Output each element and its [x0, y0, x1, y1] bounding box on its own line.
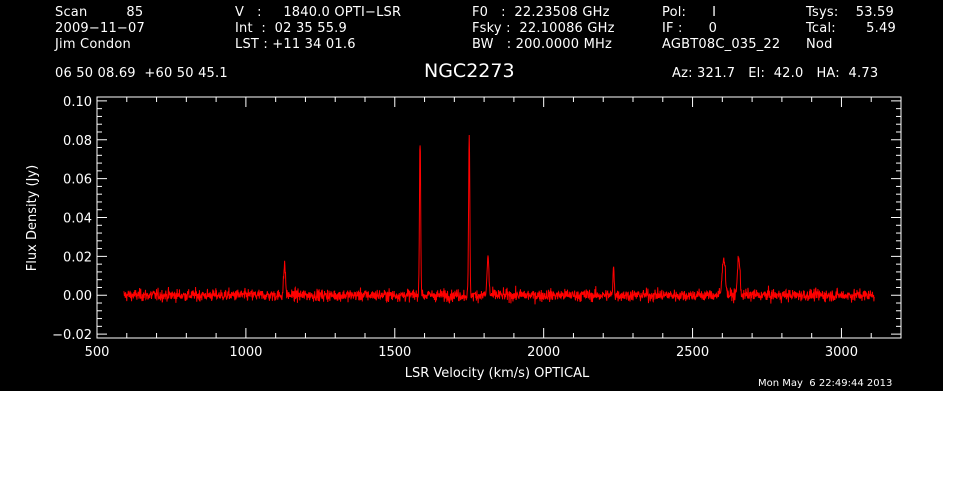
y-tick-label: 0.00: [63, 289, 92, 304]
x-tick-label: 2500: [676, 345, 709, 360]
lst-label: LST : +11 34 01.6: [235, 37, 356, 52]
rest-frequency-label: F0 : 22.23508 GHz: [472, 5, 610, 20]
axis-tick-labels: 500 1000 1500 2000 2500 3000 −0.02 0.00 0.02 0.04…: [52, 95, 858, 360]
velocity-label: V : 1840.0 OPTI−LSR: [235, 5, 402, 20]
spectrum-line: [123, 134, 875, 305]
x-tick-label: 2000: [527, 345, 560, 360]
procedure-label: Nod: [806, 37, 833, 52]
integration-label: Int : 02 35 55.9: [235, 21, 347, 36]
if-label: IF : 0: [662, 21, 718, 36]
date-label: 2009−11−07: [55, 21, 145, 36]
timestamp: Mon May 6 22:49:44 2013: [758, 378, 893, 389]
spectrum-chart: 500 1000 1500 2000 2500 3000 −0.02 0.00 0.02 0.04…: [25, 95, 902, 381]
y-tick-label: 0.08: [63, 134, 92, 149]
y-axis-label: Flux Density (Jy): [25, 165, 40, 271]
tcal-label: Tcal: 5.49: [806, 21, 896, 36]
y-tick-label: 0.06: [63, 173, 92, 188]
coordinates-label: 06 50 08.69 +60 50 45.1: [55, 66, 228, 81]
tsys-label: Tsys: 53.59: [806, 5, 894, 20]
scan-label: Scan 85: [55, 5, 144, 20]
plot-panel: Scan 85 V : 1840.0 OPTI−LSR F0 : 22.2350…: [0, 0, 943, 391]
observer-label: Jim Condon: [55, 37, 131, 52]
y-tick-label: −0.02: [52, 328, 92, 343]
x-tick-label: 1000: [229, 345, 262, 360]
y-tick-label: 0.04: [63, 212, 92, 227]
y-tick-label: 0.02: [63, 250, 92, 265]
x-tick-label: 500: [85, 345, 110, 360]
y-tick-label: 0.10: [63, 95, 92, 110]
sky-frequency-label: Fsky : 22.10086 GHz: [472, 21, 615, 36]
x-tick-label: 3000: [825, 345, 858, 360]
polarization-label: Pol: I: [662, 5, 717, 20]
axis-ticks: [96, 97, 902, 338]
source-name: NGC2273: [424, 60, 515, 82]
x-tick-label: 1500: [378, 345, 411, 360]
x-axis-label: LSR Velocity (km/s) OPTICAL: [405, 366, 590, 381]
bandwidth-label: BW : 200.0000 MHz: [472, 37, 612, 52]
plot-frame: [96, 96, 902, 339]
project-label: AGBT08C_035_22: [662, 37, 781, 52]
az-el-ha-label: Az: 321.7 El: 42.0 HA: 4.73: [672, 66, 879, 81]
